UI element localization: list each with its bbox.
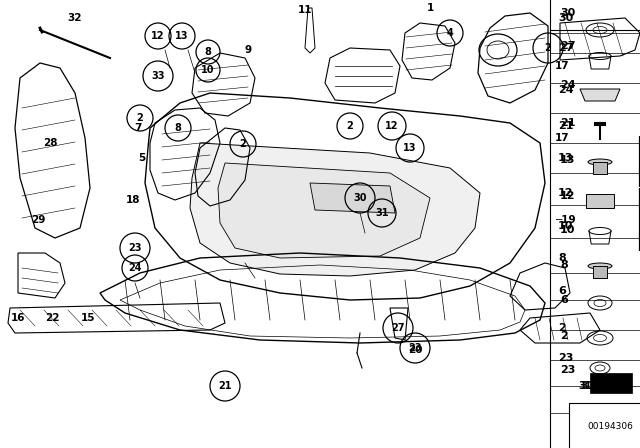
Polygon shape (190, 143, 480, 276)
Text: 32: 32 (68, 13, 83, 23)
Text: 00194306: 00194306 (579, 423, 621, 432)
Text: 13: 13 (558, 153, 573, 163)
FancyBboxPatch shape (593, 266, 607, 278)
Text: 28: 28 (43, 138, 57, 148)
Text: 2: 2 (347, 121, 353, 131)
Text: 8: 8 (175, 123, 181, 133)
Text: 23: 23 (560, 365, 575, 375)
Text: 12: 12 (151, 31, 164, 41)
Text: 6: 6 (560, 295, 568, 305)
Text: 24: 24 (560, 80, 575, 90)
Text: 2: 2 (560, 331, 568, 341)
Text: 33: 33 (151, 71, 164, 81)
Text: ─19: ─19 (555, 215, 575, 225)
Text: 12: 12 (558, 188, 573, 198)
FancyBboxPatch shape (586, 194, 614, 208)
Text: 30: 30 (560, 8, 575, 18)
Text: 11: 11 (298, 5, 312, 15)
Text: 29: 29 (31, 215, 45, 225)
Text: 13: 13 (175, 31, 189, 41)
Text: 16: 16 (11, 313, 25, 323)
Polygon shape (310, 183, 395, 213)
Text: 6: 6 (558, 286, 566, 296)
Text: 2: 2 (558, 323, 566, 333)
Text: 8: 8 (560, 260, 568, 270)
Text: 30: 30 (558, 13, 573, 23)
Text: 31: 31 (375, 208, 388, 218)
Text: 17: 17 (555, 133, 570, 143)
Text: 1: 1 (426, 3, 434, 13)
Text: 20: 20 (408, 345, 422, 355)
Text: 13: 13 (560, 155, 575, 165)
Text: 22: 22 (45, 313, 60, 323)
Text: 9: 9 (244, 45, 252, 55)
Text: 4: 4 (447, 28, 453, 38)
Text: 21: 21 (218, 381, 232, 391)
Text: 18: 18 (125, 195, 140, 205)
Text: 27: 27 (558, 43, 573, 53)
Text: 23: 23 (128, 243, 141, 253)
Polygon shape (580, 89, 620, 101)
FancyBboxPatch shape (593, 162, 607, 174)
Text: 12: 12 (385, 121, 399, 131)
Text: 10: 10 (560, 225, 575, 235)
Ellipse shape (588, 263, 612, 269)
Text: 24: 24 (558, 85, 573, 95)
Text: 23: 23 (408, 343, 422, 353)
Polygon shape (218, 163, 430, 258)
Text: 27: 27 (391, 323, 404, 333)
Text: 21: 21 (558, 121, 573, 131)
Text: 13: 13 (403, 143, 417, 153)
Text: 30: 30 (353, 193, 367, 203)
Text: 27: 27 (560, 41, 575, 51)
Text: 2: 2 (239, 139, 246, 149)
Text: 10: 10 (201, 65, 215, 75)
Text: 12: 12 (560, 191, 575, 201)
FancyBboxPatch shape (590, 373, 632, 393)
Text: 31: 31 (578, 381, 591, 391)
Text: 8: 8 (205, 47, 211, 57)
Text: 10: 10 (558, 221, 573, 231)
Ellipse shape (588, 159, 612, 165)
Text: 8: 8 (558, 253, 566, 263)
Text: 23: 23 (558, 353, 573, 363)
Text: 31: 31 (580, 381, 595, 391)
Text: 7: 7 (134, 123, 141, 133)
Text: 15: 15 (81, 313, 95, 323)
Text: 2: 2 (136, 113, 143, 123)
Text: 17: 17 (555, 61, 570, 71)
Text: 5: 5 (138, 153, 146, 163)
Text: 21: 21 (560, 118, 575, 128)
Text: 2: 2 (545, 43, 552, 53)
Text: 00194306: 00194306 (587, 422, 633, 431)
Text: 24: 24 (128, 263, 141, 273)
